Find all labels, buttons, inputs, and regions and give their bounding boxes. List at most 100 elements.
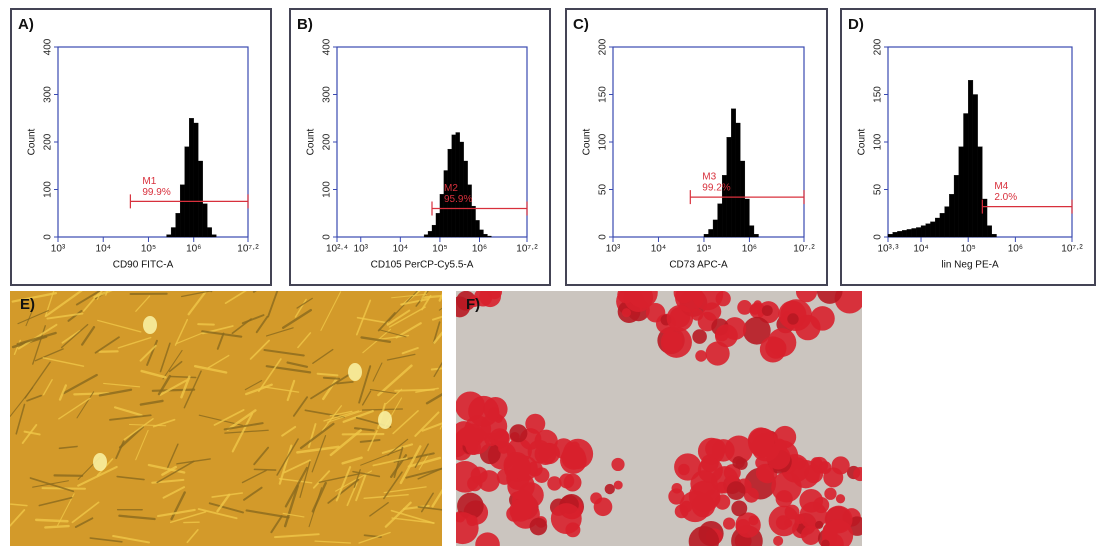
bar xyxy=(472,206,476,237)
x-tick-label: 10⁷·² xyxy=(237,244,259,255)
x-axis-label: CD90 FITC-A xyxy=(113,260,174,271)
bar xyxy=(176,213,181,237)
panel-label: E) xyxy=(20,296,35,313)
y-tick-label: 400 xyxy=(43,38,54,55)
y-tick-label: 50 xyxy=(598,184,609,196)
bar xyxy=(167,235,172,237)
x-tick-label: 10⁶ xyxy=(1008,244,1023,255)
histogram-panel: C) 0 50 100 150 200 10³ 10⁴ 10⁵ 10⁶ 10⁷·² Count CD73… xyxy=(566,9,827,285)
bar xyxy=(902,230,907,237)
bar xyxy=(982,199,987,237)
y-tick-label: 200 xyxy=(322,133,333,150)
x-tick-label: 10⁷·² xyxy=(516,244,538,255)
bar xyxy=(930,222,935,237)
y-tick-label: 200 xyxy=(873,38,884,55)
x-tick-label: 10⁵ xyxy=(961,244,976,255)
x-tick-label: 10⁴ xyxy=(393,244,408,255)
bar xyxy=(460,142,464,237)
bar xyxy=(194,123,199,237)
bar xyxy=(893,232,898,237)
x-tick-label: 10⁴ xyxy=(651,244,666,255)
y-axis-label: Count xyxy=(857,128,868,155)
x-tick-label: 10⁴ xyxy=(96,244,111,255)
y-tick-label: 300 xyxy=(322,86,333,103)
bar xyxy=(709,229,714,237)
gate-percent: 2.0% xyxy=(994,192,1017,203)
y-tick-label: 100 xyxy=(598,133,609,150)
x-axis-label: CD105 PerCP-Cy5.5-A xyxy=(371,260,474,271)
bar xyxy=(921,226,926,237)
bar xyxy=(907,229,912,237)
bar xyxy=(198,161,203,237)
x-tick-label: 10²·⁴ xyxy=(326,244,348,255)
x-tick-label: 10⁴ xyxy=(913,244,928,255)
bar xyxy=(212,235,217,237)
y-tick-label: 400 xyxy=(322,38,333,55)
y-tick-label: 150 xyxy=(598,86,609,103)
x-tick-label: 10³·³ xyxy=(877,244,899,255)
y-axis-label: Count xyxy=(306,128,317,155)
x-tick-label: 10⁷·² xyxy=(1061,244,1083,255)
panel-label: F) xyxy=(466,296,480,313)
x-tick-label: 10⁶ xyxy=(472,244,487,255)
panel-label: B) xyxy=(297,16,313,33)
bar xyxy=(949,194,954,237)
bar xyxy=(740,161,745,237)
bar xyxy=(897,231,902,237)
bar xyxy=(963,114,968,238)
x-tick-label: 10³ xyxy=(51,244,66,255)
y-tick-label: 150 xyxy=(873,86,884,103)
x-tick-label: 10⁵ xyxy=(696,244,711,255)
y-tick-label: 0 xyxy=(598,234,609,240)
bar xyxy=(171,228,176,238)
bar xyxy=(987,226,992,237)
bar xyxy=(185,147,190,237)
bar xyxy=(731,109,736,237)
bar xyxy=(912,228,917,237)
bar xyxy=(954,175,959,237)
y-tick-label: 100 xyxy=(322,181,333,198)
gate-name: M3 xyxy=(702,172,716,183)
bar xyxy=(432,225,436,237)
bar xyxy=(968,80,973,237)
bar xyxy=(745,199,750,237)
bar xyxy=(992,234,997,237)
y-tick-label: 50 xyxy=(873,184,884,196)
x-tick-label: 10⁷·² xyxy=(793,244,815,255)
y-tick-label: 0 xyxy=(43,234,54,240)
gate-percent: 95.9% xyxy=(444,194,472,205)
bar xyxy=(189,118,194,237)
gate-name: M4 xyxy=(994,181,1008,192)
x-tick-label: 10³ xyxy=(606,244,621,255)
panel-label: D) xyxy=(848,16,864,33)
x-tick-label: 10⁶ xyxy=(742,244,757,255)
x-axis-label: lin Neg PE-A xyxy=(941,260,999,271)
y-tick-label: 200 xyxy=(598,38,609,55)
bar xyxy=(945,207,950,237)
y-tick-label: 200 xyxy=(43,133,54,150)
y-axis-label: Count xyxy=(582,128,593,155)
x-tick-label: 10⁵ xyxy=(432,244,447,255)
bar xyxy=(959,147,964,237)
x-tick-label: 10³ xyxy=(354,244,369,255)
bar xyxy=(713,220,718,237)
bar xyxy=(203,204,208,237)
bar xyxy=(736,123,741,237)
bar xyxy=(916,228,921,238)
figure: E) F) A)010020030040010³10⁴10⁵10⁶10⁷·²Co… xyxy=(0,0,1097,547)
y-tick-label: 100 xyxy=(873,133,884,150)
gate-name: M1 xyxy=(142,176,156,187)
x-axis-label: CD73 APC-A xyxy=(669,260,728,271)
bar xyxy=(940,213,945,237)
gate-percent: 99.9% xyxy=(142,187,170,198)
bar xyxy=(935,218,940,237)
panel-label: C) xyxy=(573,16,589,33)
bar xyxy=(207,228,212,238)
bar xyxy=(926,224,931,237)
bar xyxy=(749,226,754,237)
y-axis-label: Count xyxy=(27,128,38,155)
x-tick-label: 10⁶ xyxy=(186,244,201,255)
